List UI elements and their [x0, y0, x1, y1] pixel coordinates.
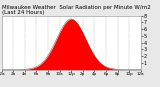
Text: Milwaukee Weather  Solar Radiation per Minute W/m2  (Last 24 Hours): Milwaukee Weather Solar Radiation per Mi…: [2, 5, 152, 15]
